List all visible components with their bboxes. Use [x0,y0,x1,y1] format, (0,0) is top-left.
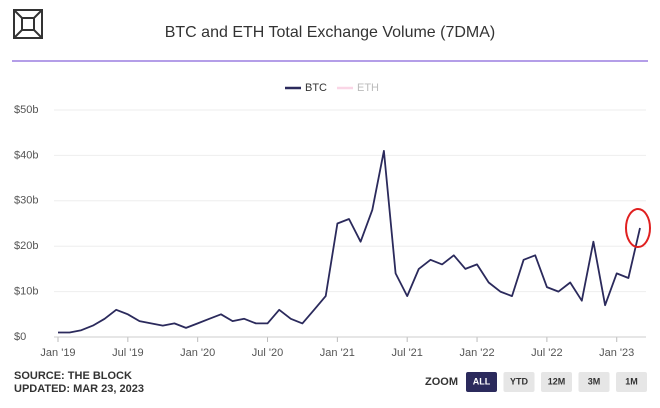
x-tick-label: Jan '23 [599,347,634,359]
zoom-button[interactable] [578,372,610,392]
annotation-circle [625,208,651,249]
zoom-button-label: 3M [588,376,601,386]
zoom-button[interactable] [466,372,497,392]
zoom-button[interactable] [541,372,572,392]
x-tick-label: Jan '22 [459,347,494,359]
updated: UPDATED: MAR 23, 2023 [14,383,144,395]
line-series [58,150,641,334]
zoom-label: ZOOM [425,376,458,388]
x-tick-label: Jan '19 [40,347,75,359]
zoom-button[interactable] [616,372,647,392]
x-tick-label: Jul '20 [252,347,283,359]
x-tick-label: Jan '20 [180,347,215,359]
zoom-button-label: YTD [510,376,529,386]
chart-title: BTC and ETH Total Exchange Volume (7DMA) [165,24,496,41]
y-tick-label: $10b [14,286,38,298]
x-tick-label: Jul '22 [531,347,562,359]
logo [13,9,43,39]
x-tick-label: Jul '21 [391,347,422,359]
y-tick-label: $0 [14,331,26,343]
zoom-button-label: 1M [625,376,638,386]
zoom-button[interactable] [503,372,535,392]
zoom-button-label: ALL [473,376,491,386]
y-tick-label: $20b [14,240,38,252]
x-tick-label: Jul '19 [112,347,143,359]
y-tick-label: $50b [14,104,38,116]
y-tick-label: $30b [14,195,38,207]
x-tick-label: Jan '21 [320,347,355,359]
legend-label[interactable]: BTC [305,82,327,94]
y-tick-label: $40b [14,149,38,161]
legend-label[interactable]: ETH [357,82,379,94]
zoom-button-label: 12M [548,376,566,386]
source: SOURCE: THE BLOCK [14,370,132,382]
